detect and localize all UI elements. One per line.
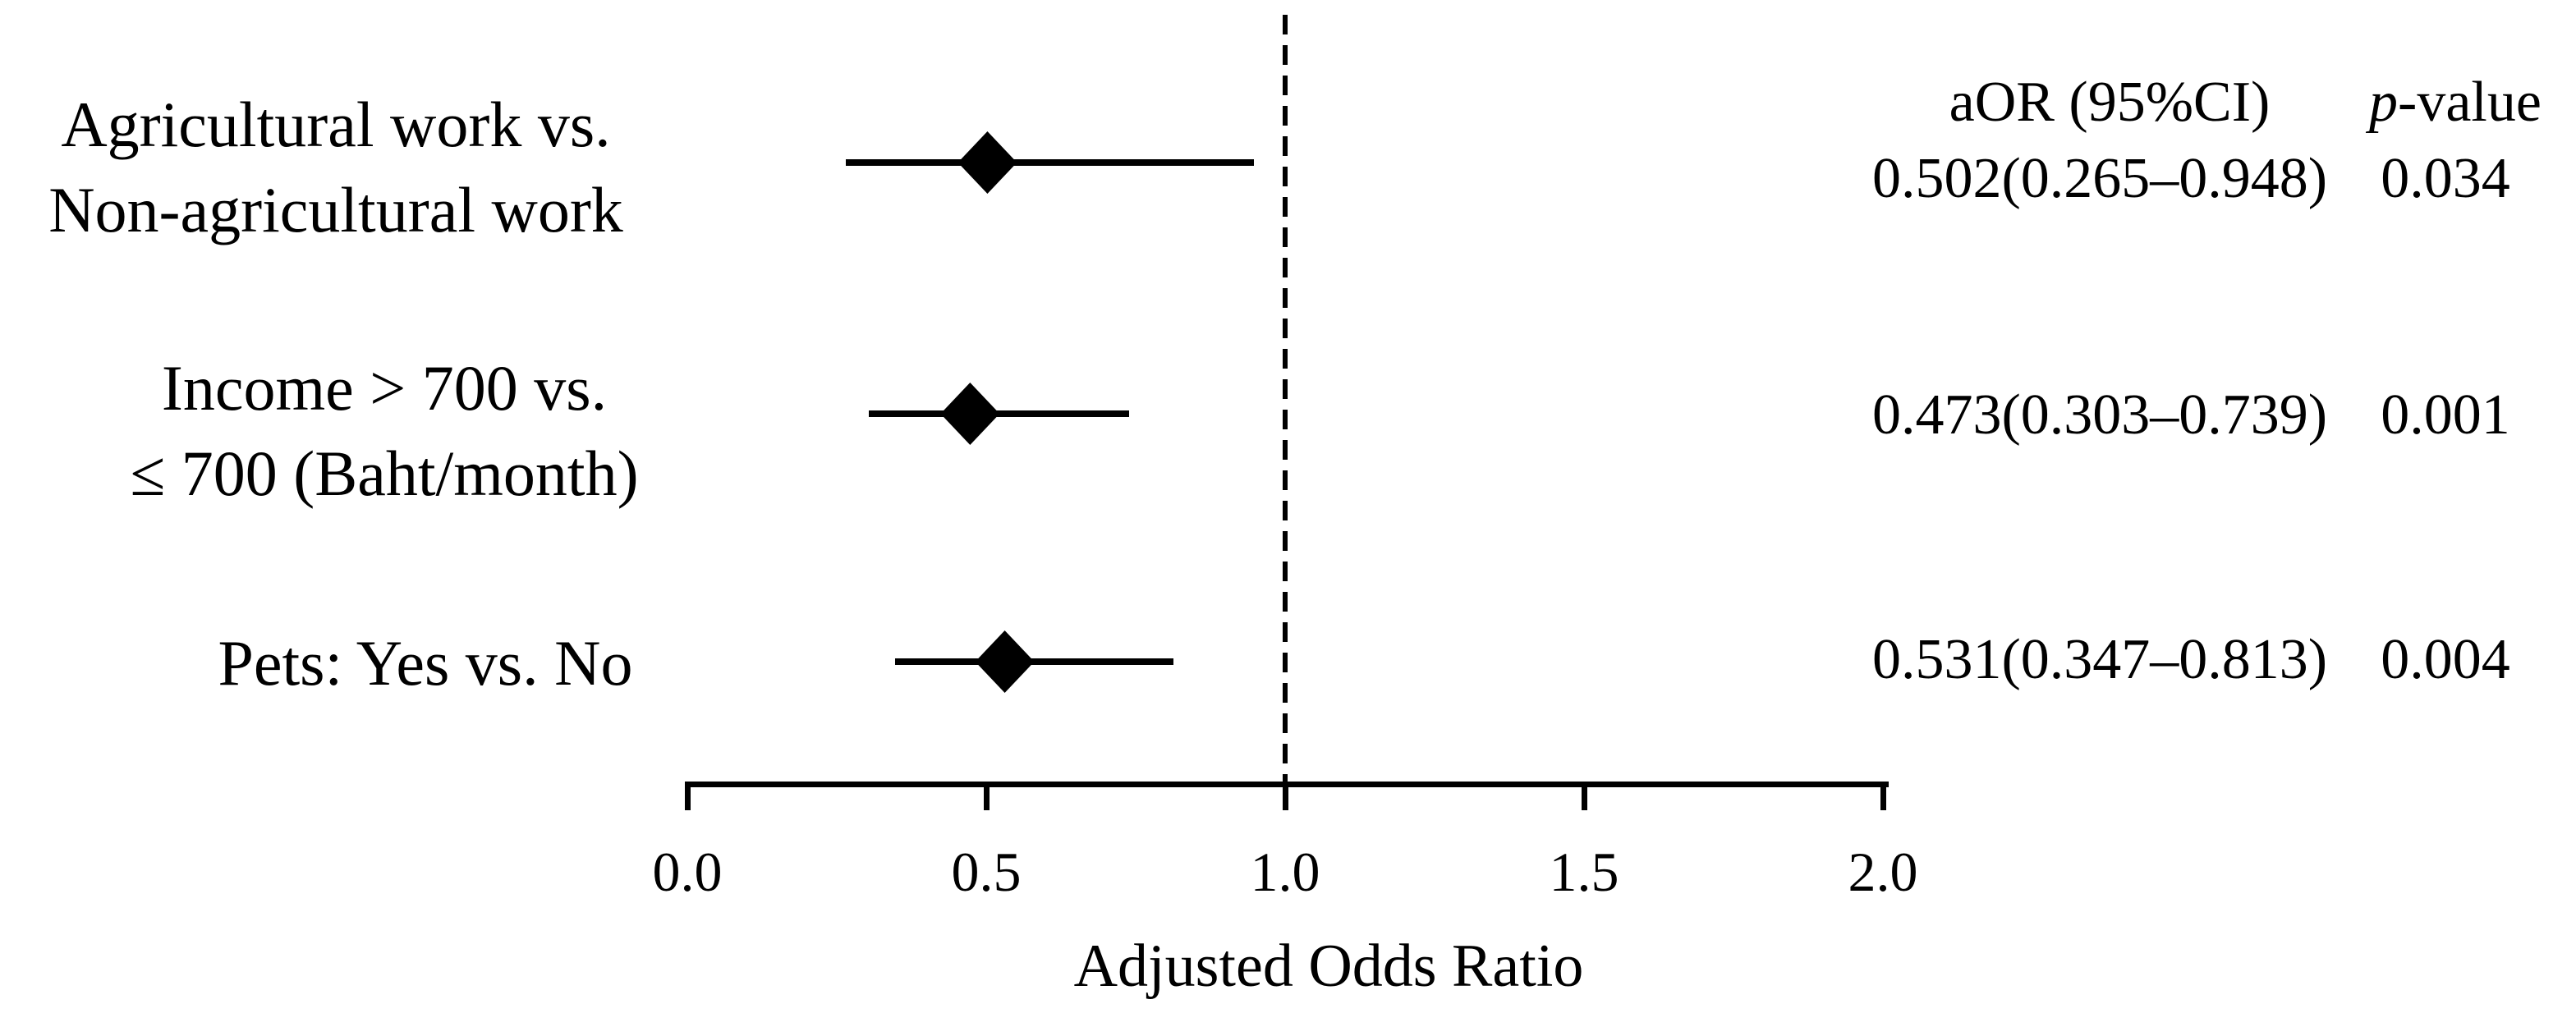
x-axis-tick — [1283, 782, 1288, 810]
p-value: 0.001 — [2381, 383, 2510, 447]
row-label-line: Income > 700 vs. — [161, 352, 608, 424]
x-axis-tick-label: 1.0 — [1250, 841, 1320, 903]
p-value: 0.004 — [2381, 628, 2510, 691]
x-axis-tick-label: 0.5 — [951, 841, 1022, 903]
estimate-value: 0.531(0.347–0.813) — [1871, 628, 2328, 691]
aor-diamond-marker — [975, 630, 1035, 693]
row-label-line: ≤ 700 (Baht/month) — [130, 438, 639, 509]
aor-diamond-marker — [940, 383, 1000, 445]
estimate-value: 0.502(0.265–0.948) — [1871, 147, 2328, 210]
p-value: 0.034 — [2381, 147, 2510, 210]
pvalue-header-p-italic: p — [2369, 71, 2399, 134]
x-axis-tick — [1880, 782, 1886, 810]
reference-line-or-1 — [1283, 15, 1288, 784]
row-label: Income > 700 vs. ≤ 700 (Baht/month) — [0, 346, 877, 516]
x-axis-tick-label: 0.0 — [652, 841, 723, 903]
row-label: Pets: Yes vs. No — [0, 621, 918, 706]
ci-whisker — [845, 159, 1255, 166]
x-axis-title: Adjusted Odds Ratio — [1073, 933, 1584, 1000]
row-label: Agricultural work vs. Non-agricultural wo… — [0, 82, 829, 253]
row-label-line: Agricultural work vs. — [61, 89, 611, 160]
x-axis-tick-label: 1.5 — [1549, 841, 1619, 903]
pvalue-header-rest: -value — [2398, 71, 2542, 134]
aor-diamond-marker — [957, 131, 1017, 194]
x-axis-tick — [1582, 782, 1587, 810]
x-axis-tick — [685, 782, 691, 810]
row-label-line: Pets: Yes vs. No — [218, 627, 633, 699]
x-axis-tick — [984, 782, 990, 810]
row-label-line: Non-agricultural work — [48, 174, 623, 245]
x-axis-tick-label: 2.0 — [1848, 841, 1918, 903]
estimate-column-header: aOR (95%CI) — [1949, 71, 2271, 134]
pvalue-column-header: p-value — [2369, 70, 2542, 135]
estimate-value: 0.473(0.303–0.739) — [1871, 383, 2328, 447]
